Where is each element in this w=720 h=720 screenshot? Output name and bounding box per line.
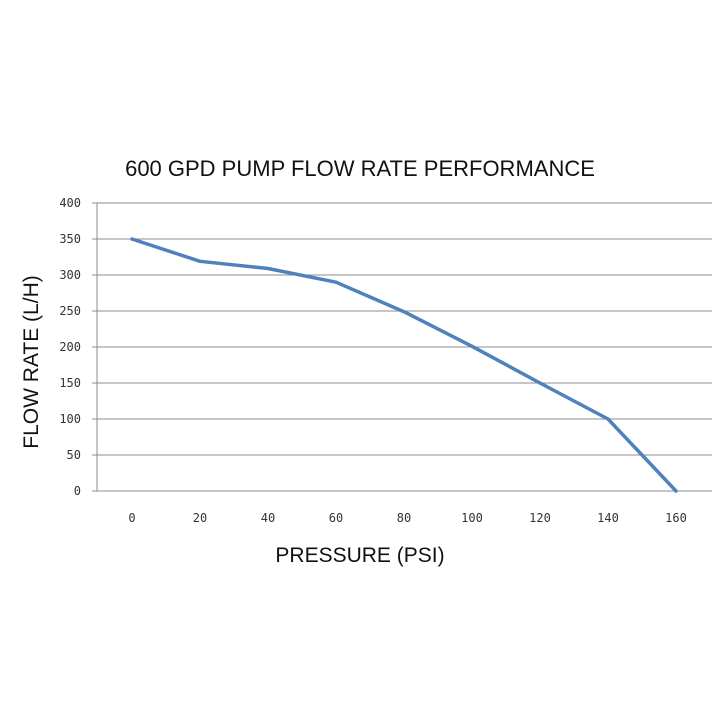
data-point	[198, 259, 202, 263]
y-tick-label: 400	[59, 196, 81, 210]
data-point	[606, 417, 610, 421]
y-tick-label: 50	[67, 448, 81, 462]
x-tick-label: 40	[261, 511, 275, 525]
x-tick-label: 160	[665, 511, 687, 525]
y-axis-label: FLOW RATE (L/H)	[20, 275, 43, 448]
y-tick-label: 200	[59, 340, 81, 354]
y-tick-label: 250	[59, 304, 81, 318]
x-tick-label: 0	[128, 511, 135, 525]
x-tick-labels: 0 20 40 60 80 100 120 140 160	[128, 511, 686, 525]
data-point	[266, 266, 270, 271]
series-line	[130, 237, 678, 493]
x-tick-label: 140	[597, 511, 619, 525]
gridlines	[97, 202, 712, 456]
y-tick-labels: 0 50 100 150 200 250 300 350 400	[59, 196, 81, 498]
data-point	[674, 489, 678, 493]
data-point	[130, 237, 134, 241]
axes	[92, 202, 712, 492]
y-tick-label: 0	[74, 484, 81, 498]
y-tick-label: 100	[59, 412, 81, 426]
y-tick-label: 300	[59, 268, 81, 282]
series-group	[130, 237, 678, 493]
data-point	[334, 280, 338, 284]
x-tick-label: 60	[329, 511, 343, 525]
data-point	[538, 381, 542, 385]
x-tick-label: 20	[193, 511, 207, 525]
data-point	[470, 344, 474, 348]
chart-title: 600 GPD PUMP FLOW RATE PERFORMANCE	[125, 156, 595, 181]
x-tick-label: 120	[529, 511, 551, 525]
x-axis-label: PRESSURE (PSI)	[275, 544, 444, 567]
data-point	[402, 310, 406, 314]
y-tick-label: 150	[59, 376, 81, 390]
x-tick-label: 80	[397, 511, 411, 525]
x-tick-label: 100	[461, 511, 483, 525]
y-tick-label: 350	[59, 232, 81, 246]
